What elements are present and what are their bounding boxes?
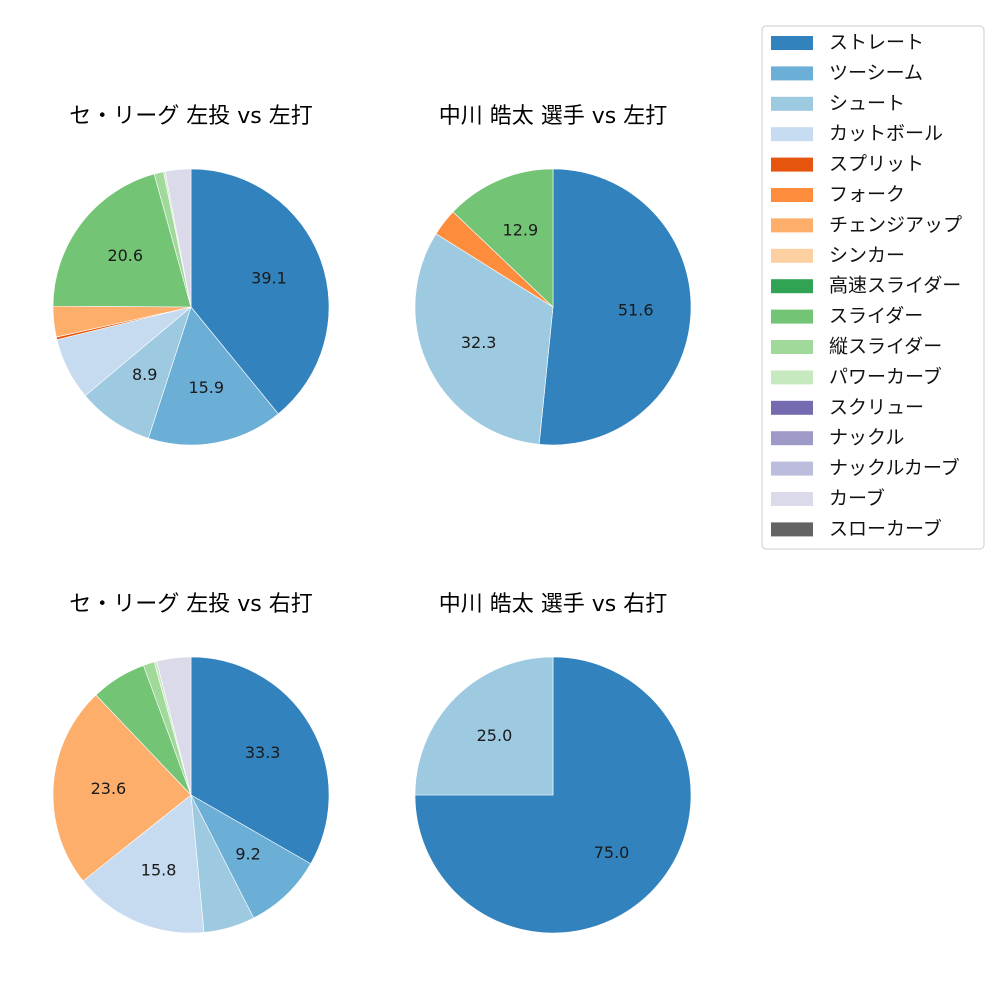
legend-swatch xyxy=(771,340,813,354)
pie-chart-1: セ・リーグ 左投 vs 左打 39.1 15.9 8.9 20.6 xyxy=(52,104,330,446)
slice-value-label: 32.3 xyxy=(461,333,497,352)
legend-entry: スクリュー xyxy=(771,396,924,418)
legend-entry: カーブ xyxy=(771,487,885,510)
legend-swatch xyxy=(771,248,813,263)
legend-label: ナックル xyxy=(829,427,904,449)
pie-slice xyxy=(52,694,192,882)
legend-entry: ナックル xyxy=(771,427,904,449)
legend: ストレートツーシームシュートカットボールスプリットフォークチェンジアップシンカー… xyxy=(761,25,985,550)
slice-value-label: 33.3 xyxy=(245,743,281,762)
legend-swatch xyxy=(771,218,813,233)
pie-slice xyxy=(538,168,692,446)
pie-slice xyxy=(164,168,192,308)
legend-swatch xyxy=(771,309,813,324)
legend-entry: ナックルカーブ xyxy=(771,456,960,479)
legend-label: チェンジアップ xyxy=(829,214,962,236)
legend-swatch xyxy=(771,522,813,537)
legend-swatch xyxy=(771,400,813,415)
pie-slice xyxy=(190,656,330,865)
legend-entry: 高速スライダー xyxy=(771,275,961,297)
legend-entry: チェンジアップ xyxy=(771,214,962,236)
pie-slice xyxy=(414,656,554,796)
legend-entry: スライダー xyxy=(771,305,923,327)
pie-title: 中川 皓太 選手 vs 右打 xyxy=(439,592,667,617)
legend-label: スクリュー xyxy=(829,396,924,418)
legend-entry: ストレート xyxy=(771,32,924,54)
pie-slice xyxy=(190,794,312,919)
pie-slice xyxy=(414,233,554,445)
legend-swatch xyxy=(771,36,813,50)
slice-value-label: 15.9 xyxy=(188,378,224,397)
legend-label: スローカーブ xyxy=(829,517,942,540)
slice-value-label: 39.1 xyxy=(251,269,287,288)
legend-entry: パワーカーブ xyxy=(771,365,942,388)
legend-swatch xyxy=(771,370,813,385)
legend-entries: ストレートツーシームシュートカットボールスプリットフォークチェンジアップシンカー… xyxy=(771,32,962,540)
legend-entry: カットボール xyxy=(771,123,943,145)
legend-swatch xyxy=(771,127,813,142)
pie-slice xyxy=(414,656,692,934)
legend-label: ツーシーム xyxy=(829,62,923,84)
legend-label: スライダー xyxy=(829,305,923,327)
slice-value-label: 23.6 xyxy=(91,779,127,798)
pie-title: 中川 皓太 選手 vs 左打 xyxy=(439,104,667,129)
legend-label: スプリット xyxy=(829,153,924,175)
legend-label: フォーク xyxy=(829,184,905,206)
legend-swatch xyxy=(771,157,813,172)
pie-slice xyxy=(156,656,192,796)
legend-label: カットボール xyxy=(829,123,943,145)
slice-value-label: 51.6 xyxy=(618,301,654,320)
slice-value-label: 25.0 xyxy=(477,726,513,745)
slice-value-label: 15.8 xyxy=(141,861,177,880)
legend-entry: ツーシーム xyxy=(771,62,923,84)
legend-label: 縦スライダー xyxy=(829,336,942,358)
legend-label: ストレート xyxy=(829,32,924,54)
legend-swatch xyxy=(771,431,813,446)
slice-value-label: 75.0 xyxy=(594,843,630,862)
pie-slice xyxy=(82,794,205,934)
legend-entry: フォーク xyxy=(771,184,905,206)
pie-slice xyxy=(452,168,554,308)
legend-entry: シュート xyxy=(771,92,905,114)
legend-entry: 縦スライダー xyxy=(771,336,942,358)
legend-label: ナックルカーブ xyxy=(829,456,960,479)
legend-swatch xyxy=(771,188,813,202)
legend-swatch xyxy=(771,66,813,81)
legend-swatch xyxy=(771,492,813,506)
legend-entry: スプリット xyxy=(771,153,924,175)
legend-swatch xyxy=(771,461,813,476)
legend-frame xyxy=(761,25,985,550)
legend-swatch xyxy=(771,96,813,111)
pie-slice xyxy=(147,306,279,446)
pie-title: セ・リーグ 左投 vs 左打 xyxy=(69,104,312,129)
legend-label: 高速スライダー xyxy=(829,275,961,297)
pie-chart-4: 中川 皓太 選手 vs 右打 75.0 25.0 xyxy=(414,592,692,934)
legend-label: パワーカーブ xyxy=(829,365,942,388)
slice-value-label: 9.2 xyxy=(235,845,260,864)
pie-slice xyxy=(52,173,192,308)
pie-chart-3: セ・リーグ 左投 vs 右打 33.3 9.2 15.8 23.6 xyxy=(52,592,330,934)
slice-value-label: 8.9 xyxy=(132,365,157,384)
legend-label: カーブ xyxy=(829,487,885,510)
pie-charts-group: セ・リーグ 左投 vs 左打 39.1 15.9 8.9 20.6 中川 皓太 選手 vs… xyxy=(52,104,692,934)
legend-entry: スローカーブ xyxy=(771,517,942,540)
slice-value-label: 12.9 xyxy=(503,220,539,239)
pie-title: セ・リーグ 左投 vs 右打 xyxy=(69,592,312,617)
pie-chart-2: 中川 皓太 選手 vs 左打 51.6 32.3 12.9 xyxy=(414,104,692,446)
legend-swatch xyxy=(771,279,813,294)
pie-slice xyxy=(190,168,330,415)
legend-entry: シンカー xyxy=(771,244,905,266)
slice-value-label: 20.6 xyxy=(107,246,143,265)
legend-label: シンカー xyxy=(829,244,905,266)
legend-label: シュート xyxy=(829,92,905,114)
